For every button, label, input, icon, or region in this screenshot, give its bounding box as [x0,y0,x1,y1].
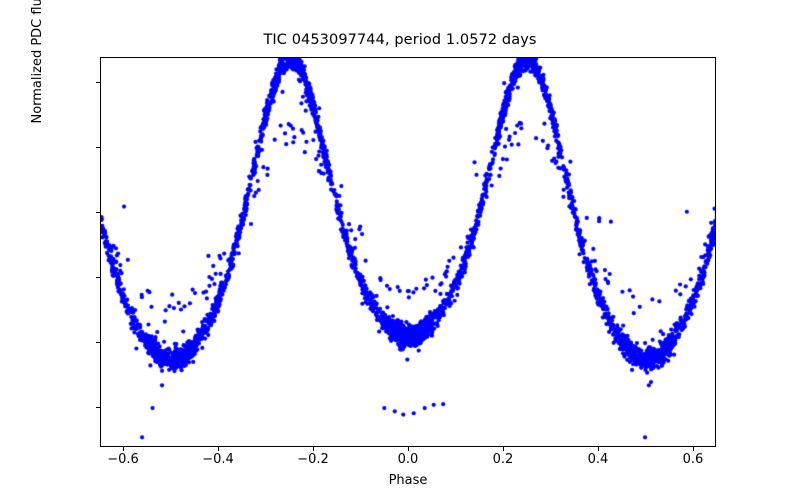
x-tick-mark [408,447,410,451]
y-axis-label: Normalized PDC flux [30,0,45,124]
x-tick-mark [313,447,315,451]
x-axis-label: Phase [388,473,428,488]
x-tick-label: 0.6 [682,452,704,467]
y-tick-mark [96,407,100,409]
x-tick-mark [123,447,125,451]
scatter-data-layer [101,58,715,446]
y-tick-mark [96,212,100,214]
y-tick-mark [96,277,100,279]
y-tick-mark [96,82,100,84]
x-tick-label: −0.2 [297,452,329,467]
y-tick-mark [96,342,100,344]
x-tick-label: −0.6 [107,452,139,467]
x-tick-label: 0.4 [587,452,609,467]
plot-axes-area [100,57,716,447]
page-title: TIC 0453097744, period 1.0572 days [263,32,537,48]
y-tick-mark [96,147,100,149]
x-tick-label: −0.4 [202,452,234,467]
x-tick-mark [692,447,695,451]
x-tick-mark [502,447,505,451]
x-tick-mark [218,447,220,451]
x-tick-label: 0.2 [492,452,514,467]
x-tick-label: 0.0 [397,452,419,467]
x-tick-mark [597,447,600,451]
